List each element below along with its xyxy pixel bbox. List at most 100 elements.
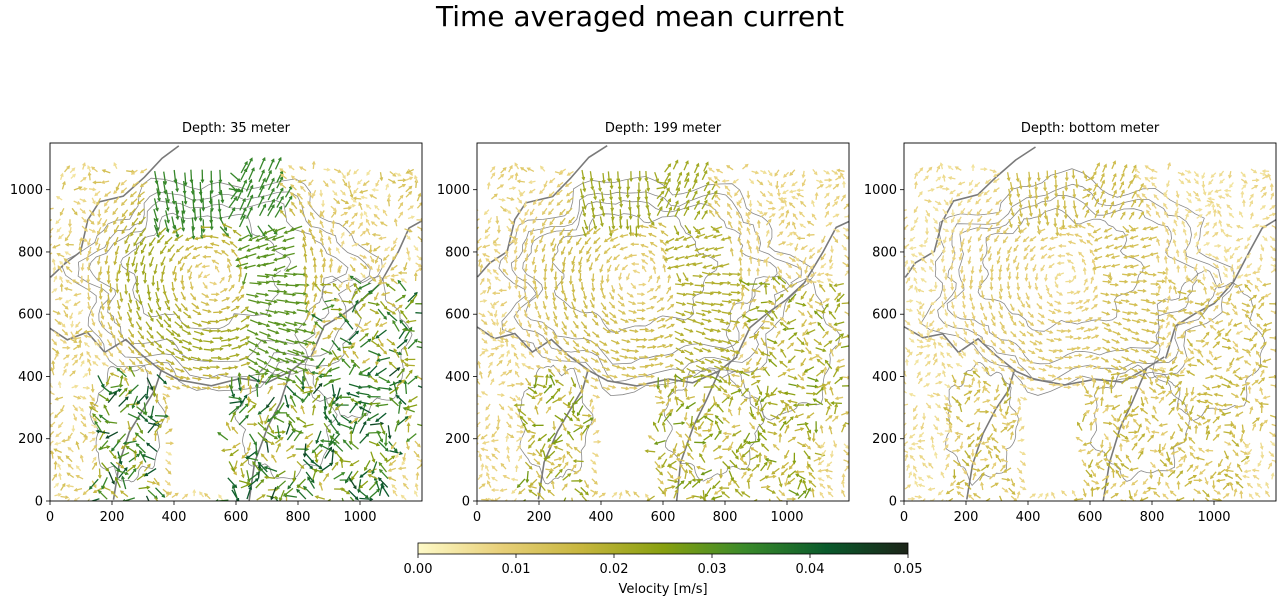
quiver-arrow-head (736, 211, 740, 216)
quiver-arrow (556, 348, 562, 355)
quiver-arrow-head (656, 464, 661, 469)
quiver-arrow-head (686, 199, 690, 204)
quiver-arrow (357, 479, 362, 493)
quiver-arrow-head (594, 359, 599, 363)
quiver-arrow-head (65, 484, 71, 488)
quiver-arrow (618, 179, 621, 190)
quiver-arrow-head (174, 297, 178, 303)
quiver-arrow-head (245, 341, 250, 346)
quiver-arrow-head (727, 281, 732, 285)
quiver-arrow (156, 331, 165, 339)
quiver-arrow-head (492, 242, 497, 247)
quiver-arrow (135, 443, 146, 454)
quiver-arrow (264, 476, 276, 479)
quiver-arrow-head (254, 332, 259, 336)
quiver-arrow (704, 487, 712, 498)
quiver-arrow-head (484, 235, 489, 240)
quiver-arrow-head (710, 338, 715, 342)
quiver-arrow (144, 468, 157, 477)
quiver-arrow-head (371, 336, 376, 341)
quiver-arrow-head (306, 299, 310, 304)
quiver-arrow-head (543, 457, 548, 462)
quiver-arrow (97, 217, 102, 225)
quiver-arrow (582, 336, 590, 344)
quiver-arrow-head (599, 268, 603, 273)
quiver-arrow-head (200, 179, 205, 184)
quiver-arrow-head (254, 294, 259, 298)
quiver-arrow (779, 433, 781, 443)
quiver-arrow-head (311, 160, 316, 165)
quiver-arrow-head (477, 360, 481, 365)
quiver-arrow (407, 339, 418, 350)
quiver-arrow (695, 301, 705, 305)
quiver-arrow-head (537, 315, 542, 320)
quiver-arrow-head (685, 396, 690, 401)
quiver-arrow-head (57, 380, 62, 386)
quiver-arrow (249, 282, 262, 285)
quiver-arrow (310, 344, 317, 351)
quiver-arrow (274, 157, 282, 170)
quiver-arrow-head (616, 357, 621, 362)
quiver-arrow (676, 272, 681, 283)
quiver-arrow (731, 374, 740, 378)
quiver-arrow (582, 181, 586, 192)
quiver-arrow (582, 417, 594, 425)
quiver-arrow-head (756, 361, 760, 366)
quiver-arrow-head (408, 414, 412, 419)
quiver-arrow (339, 311, 347, 318)
quiver-arrow-head (730, 477, 735, 482)
coastline-segment (675, 370, 721, 501)
quiver-arrow (79, 431, 87, 438)
quiver-arrow-head (402, 183, 407, 188)
quiver-arrow-head (591, 287, 596, 292)
quiver-arrow-head (733, 479, 737, 484)
quiver-arrow-head (492, 321, 496, 326)
quiver-arrow-head (359, 221, 363, 226)
quiver-arrow-head (548, 193, 553, 198)
quiver-arrow-head (704, 209, 708, 214)
quiver-arrow (69, 338, 77, 343)
quiver-arrow (275, 437, 284, 444)
quiver-arrow-head (92, 437, 96, 442)
quiver-arrow (477, 442, 479, 446)
quiver-arrow-head (750, 180, 755, 185)
quiver-arrow-head (122, 499, 126, 501)
quiver-arrow-head (493, 193, 498, 198)
quiver-arrow-head (590, 207, 595, 212)
quiver-arrow-head (661, 490, 666, 495)
quiver-arrow-head (704, 199, 708, 204)
quiver-arrow-head (144, 418, 149, 423)
quiver-arrow-head (782, 372, 787, 376)
quiver-arrow (591, 318, 599, 326)
quiver-arrow (546, 460, 555, 466)
quiver-arrow-head (754, 335, 758, 340)
quiver-arrow (87, 238, 91, 246)
quiver-arrow (248, 167, 255, 181)
quiver-arrow-head (300, 185, 304, 190)
quiver-arrow-head (400, 309, 404, 314)
quiver-arrow (740, 440, 749, 449)
panel-title: Depth: 35 meter (182, 121, 291, 136)
quiver-arrow-head (286, 378, 291, 382)
quiver-arrow-head (368, 290, 373, 295)
quiver-arrow-head (279, 175, 284, 180)
quiver-arrow-head (375, 361, 379, 366)
quiver-arrow-head (704, 247, 709, 252)
quiver-arrow (380, 221, 388, 227)
quiver-arrow-head (96, 261, 101, 266)
quiver-arrow (673, 476, 681, 482)
quiver-arrow-head (524, 313, 528, 318)
quiver-arrow-head (746, 226, 751, 232)
quiver-arrow-head (338, 307, 343, 312)
quiver-arrow-head (383, 350, 388, 355)
quiver-arrow-head (82, 162, 86, 167)
quiver-arrow-head (722, 431, 727, 436)
quiver-arrow-head (351, 342, 356, 347)
quiver-arrow (121, 198, 128, 206)
quiver-arrow (78, 238, 83, 246)
quiver-arrow-head (114, 251, 119, 256)
quiver-arrow-head (239, 462, 244, 467)
quiver-arrow-head (500, 184, 505, 188)
quiver-arrow (673, 200, 679, 211)
quiver-arrow (350, 275, 362, 285)
